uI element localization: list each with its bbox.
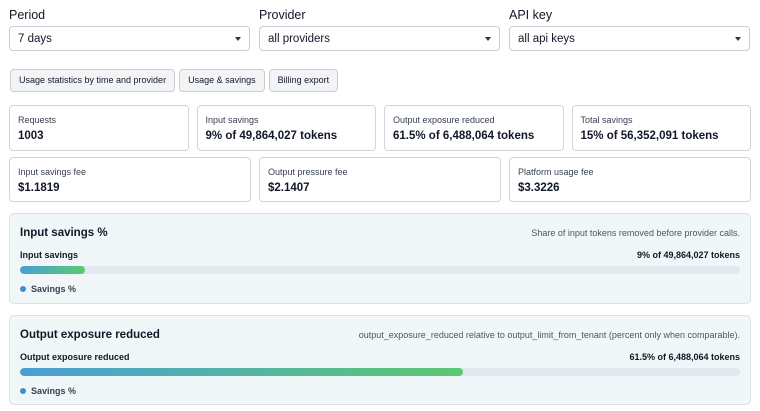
progress-fill [20,266,85,274]
fees-row: Input savings fee $1.1819 Output pressur… [9,157,751,202]
fee-value: $2.1407 [268,182,310,194]
stat-label: Input savings [205,115,259,125]
stat-label: Total savings [580,115,633,125]
period-filter: Period 7 days [9,6,250,51]
panel-title: Output exposure reduced [20,329,160,341]
legend-dot-icon [20,286,26,292]
tab-usage-savings[interactable]: Usage & savings [179,69,265,92]
progress-track [20,266,740,274]
requests-card: Requests 1003 [9,105,189,151]
panel-title: Input savings % [20,227,108,239]
chevron-down-icon [235,36,241,41]
fee-label: Output pressure fee [268,167,348,177]
provider-select[interactable]: all providers [259,26,500,51]
panel-description: output_exposure_reduced relative to outp… [358,330,740,340]
output-exposure-card: Output exposure reduced 61.5% of 6,488,0… [384,105,564,151]
stat-label: Requests [18,115,57,125]
provider-filter: Provider all providers [259,6,500,51]
legend-label: Savings % [31,386,77,396]
view-tabs: Usage statistics by time and provider Us… [10,69,339,92]
provider-label: Provider [259,8,306,22]
input-savings-card: Input savings 9% of 49,864,027 tokens [196,105,376,151]
legend: Savings % [20,385,740,397]
input-savings-panel: Input savings % Share of input tokens re… [9,213,751,304]
legend-label: Savings % [31,284,77,294]
api-key-select[interactable]: all api keys [509,26,750,51]
period-select-value: 7 days [18,32,52,45]
api-key-label: API key [509,8,553,22]
metric-label: Output exposure reduced [20,352,130,362]
progress-fill [20,368,463,376]
panel-description: Share of input tokens removed before pro… [531,228,740,238]
legend: Savings % [20,283,740,295]
stat-value: 9% of 49,864,027 tokens [205,130,338,142]
stat-label: Output exposure reduced [393,115,495,125]
legend-dot-icon [20,388,26,394]
period-label: Period [9,8,46,22]
progress-track [20,368,740,376]
tab-usage-statistics[interactable]: Usage statistics by time and provider [10,69,176,92]
api-key-filter: API key all api keys [509,6,750,51]
input-savings-fee-card: Input savings fee $1.1819 [9,157,251,202]
period-select[interactable]: 7 days [9,26,250,51]
stat-value: 15% of 56,352,091 tokens [580,130,719,142]
stats-row: Requests 1003 Input savings 9% of 49,864… [9,105,751,151]
platform-usage-fee-card: Platform usage fee $3.3226 [509,157,751,202]
output-pressure-fee-card: Output pressure fee $2.1407 [259,157,501,202]
fee-label: Platform usage fee [518,167,594,177]
fee-value: $3.3226 [518,182,560,194]
fee-value: $1.1819 [18,182,60,194]
chevron-down-icon [485,36,491,41]
api-key-select-value: all api keys [518,32,575,45]
total-savings-card: Total savings 15% of 56,352,091 tokens [571,105,751,151]
tab-billing-export[interactable]: Billing export [268,69,339,92]
metric-value: 9% of 49,864,027 tokens [636,250,740,260]
filter-bar: Period 7 days Provider all providers API… [9,6,751,51]
stat-value: 61.5% of 6,488,064 tokens [393,130,535,142]
fee-label: Input savings fee [18,167,87,177]
stat-value: 1003 [18,130,44,142]
provider-select-value: all providers [268,32,330,45]
chevron-down-icon [735,36,741,41]
output-exposure-panel: Output exposure reduced output_exposure_… [9,315,751,405]
metric-value: 61.5% of 6,488,064 tokens [629,352,740,362]
metric-label: Input savings [20,250,79,260]
